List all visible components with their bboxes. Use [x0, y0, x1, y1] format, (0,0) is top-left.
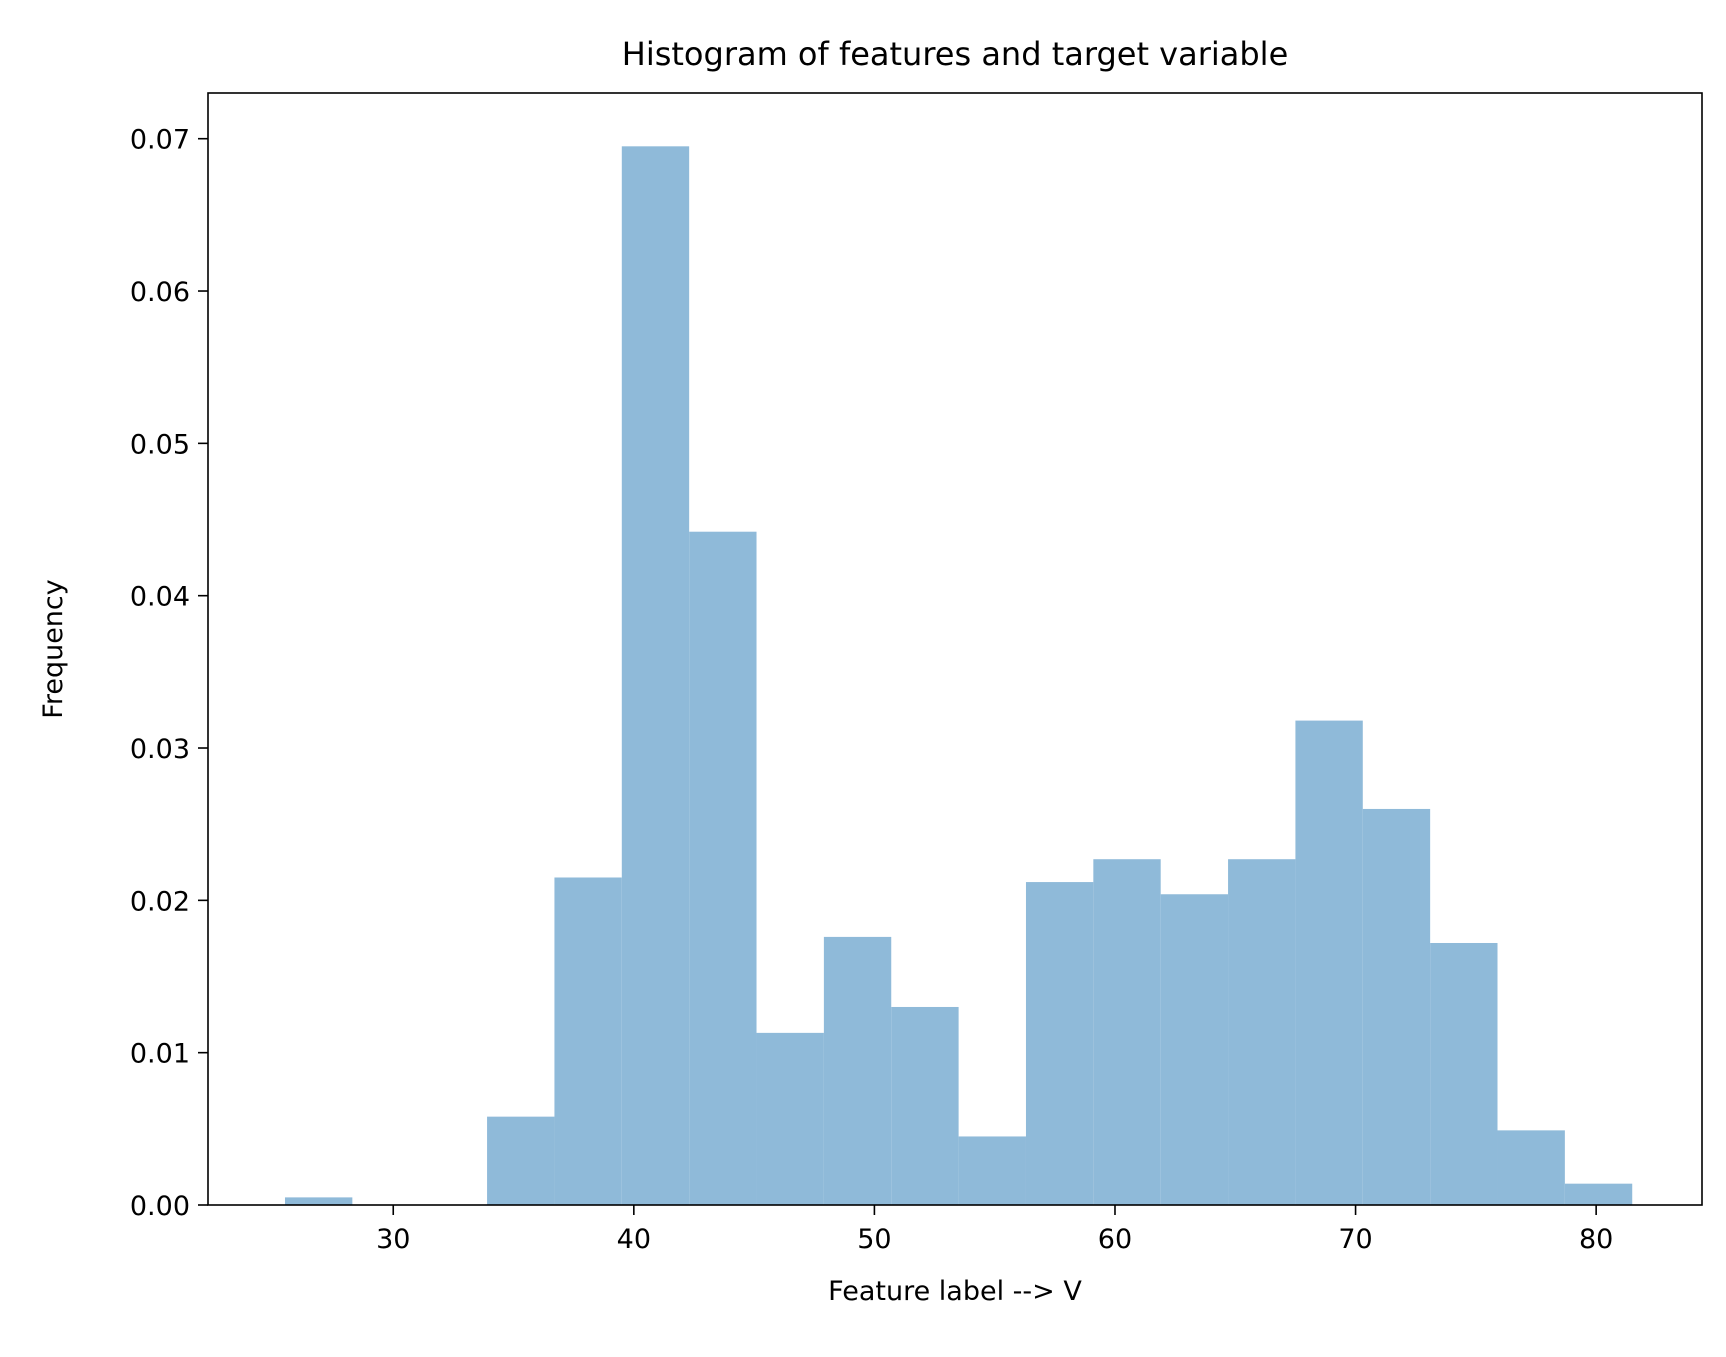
x-tick-label: 50 — [857, 1224, 891, 1255]
histogram-bar — [487, 1116, 555, 1205]
y-axis-label: Frequency — [38, 579, 69, 719]
bars-group — [284, 146, 1633, 1205]
x-tick-label: 60 — [1098, 1224, 1132, 1255]
histogram-bar — [891, 1006, 959, 1205]
histogram-bar — [554, 877, 622, 1205]
histogram-bar — [1564, 1183, 1633, 1205]
histogram-bar — [1228, 859, 1296, 1205]
y-tick-label: 0.01 — [130, 1039, 190, 1070]
histogram-bar — [1025, 882, 1094, 1205]
histogram-bar — [823, 936, 892, 1205]
histogram-bar — [1160, 894, 1229, 1205]
x-axis-label: Feature label --> V — [828, 1276, 1082, 1307]
y-tick-label: 0.05 — [130, 429, 190, 460]
y-tick-label: 0.04 — [130, 582, 190, 613]
histogram-bar — [1093, 859, 1161, 1205]
histogram-bar — [284, 1197, 353, 1205]
y-axis-ticks: 0.00 0.01 0.02 0.03 0.04 0.05 0.06 0.07 — [130, 125, 208, 1222]
histogram-bar — [621, 146, 690, 1205]
histogram-bar — [689, 531, 757, 1205]
histogram-bar — [756, 1032, 824, 1205]
histogram-bar — [1430, 942, 1498, 1205]
y-tick-label: 0.07 — [130, 125, 190, 156]
histogram-bar — [1362, 808, 1431, 1205]
y-tick-label: 0.06 — [130, 277, 190, 308]
y-tick-label: 0.00 — [130, 1191, 190, 1222]
histogram-bar — [1497, 1130, 1565, 1205]
x-tick-label: 40 — [617, 1224, 651, 1255]
y-tick-label: 0.03 — [130, 734, 190, 765]
plot-frame — [207, 92, 1703, 1206]
histogram-bar — [958, 1136, 1026, 1205]
x-tick-label: 30 — [376, 1224, 410, 1255]
y-tick-label: 0.02 — [130, 886, 190, 917]
histogram-bar — [1295, 720, 1363, 1205]
x-tick-label: 70 — [1338, 1224, 1372, 1255]
chart-title: Histogram of features and target variabl… — [622, 35, 1289, 73]
x-axis-ticks: 30 40 50 60 70 80 — [376, 1205, 1613, 1255]
x-tick-label: 80 — [1579, 1224, 1613, 1255]
